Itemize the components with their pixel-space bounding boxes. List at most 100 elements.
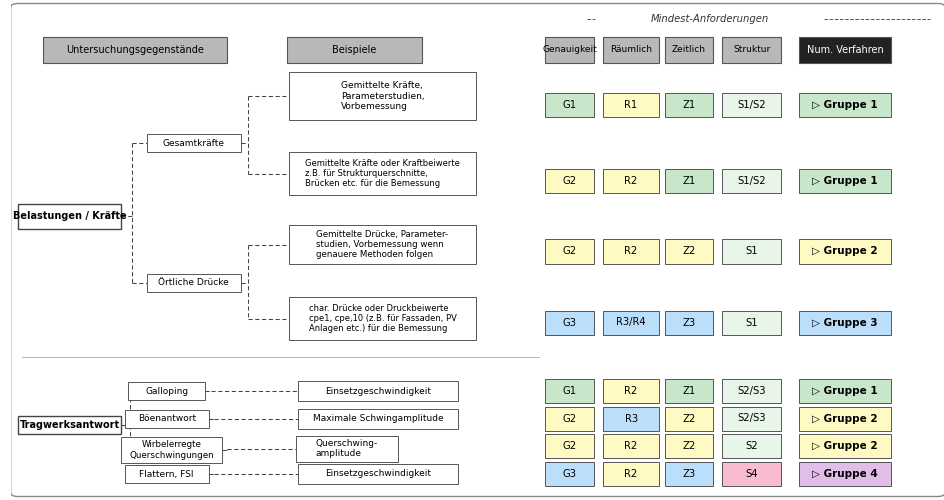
Bar [602, 406, 658, 430]
Text: Z1: Z1 [682, 176, 695, 186]
Text: Böenantwort: Böenantwort [138, 414, 195, 423]
Bar [602, 169, 658, 193]
Text: S1/S2: S1/S2 [736, 176, 765, 186]
Text: G3: G3 [562, 318, 576, 328]
Bar [664, 379, 713, 403]
Bar [799, 93, 890, 117]
Bar [289, 225, 476, 264]
Text: Struktur: Struktur [733, 46, 769, 54]
Text: S1: S1 [745, 246, 757, 256]
Bar [664, 406, 713, 430]
Text: R2: R2 [624, 469, 637, 479]
Text: G2: G2 [562, 246, 576, 256]
Text: R2: R2 [624, 176, 637, 186]
Bar [664, 169, 713, 193]
Bar [602, 379, 658, 403]
Text: Zeitlich: Zeitlich [671, 46, 705, 54]
Bar [721, 379, 781, 403]
Bar [664, 462, 713, 486]
Text: Einsetzgeschwindigkeit: Einsetzgeschwindigkeit [325, 470, 430, 478]
Bar [545, 93, 593, 117]
Bar [297, 464, 458, 484]
Bar [664, 434, 713, 458]
Bar [799, 310, 890, 334]
Bar [545, 310, 593, 334]
Bar [545, 169, 593, 193]
Bar [128, 382, 205, 400]
Text: R2: R2 [624, 441, 637, 451]
Bar [289, 297, 476, 340]
Text: Querschwing-
amplitude: Querschwing- amplitude [315, 439, 378, 458]
Bar [286, 37, 422, 63]
Bar [545, 379, 593, 403]
Text: Beispiele: Beispiele [332, 45, 377, 55]
Text: S1/S2: S1/S2 [736, 100, 765, 110]
Text: Z2: Z2 [682, 441, 695, 451]
Bar [18, 204, 121, 229]
Text: Räumlich: Räumlich [610, 46, 651, 54]
Text: Maximale Schwingamplitude: Maximale Schwingamplitude [312, 414, 443, 423]
Bar [602, 434, 658, 458]
Text: G2: G2 [562, 441, 576, 451]
Bar [602, 310, 658, 334]
Bar [147, 274, 241, 291]
FancyBboxPatch shape [10, 4, 944, 496]
Bar [721, 434, 781, 458]
Bar [125, 410, 209, 428]
Bar [602, 37, 658, 63]
Text: char. Drücke oder Druckbeiwerte
cpe1, cpe,10 (z.B. für Fassaden, PV
Anlagen etc.: char. Drücke oder Druckbeiwerte cpe1, cp… [309, 304, 456, 334]
Bar [721, 240, 781, 264]
Text: G2: G2 [562, 414, 576, 424]
Bar [147, 134, 241, 152]
Bar [721, 169, 781, 193]
Text: Belastungen / Kräfte: Belastungen / Kräfte [12, 211, 126, 221]
Bar [721, 93, 781, 117]
Text: Z2: Z2 [682, 414, 695, 424]
Text: R2: R2 [624, 386, 637, 396]
Bar [297, 381, 458, 401]
Bar [799, 169, 890, 193]
Text: ▷ Gruppe 4: ▷ Gruppe 4 [811, 469, 877, 479]
Bar [602, 240, 658, 264]
Text: ▷ Gruppe 1: ▷ Gruppe 1 [811, 176, 877, 186]
Text: Galloping: Galloping [145, 386, 188, 396]
Text: R2: R2 [624, 246, 637, 256]
Text: ▷ Gruppe 1: ▷ Gruppe 1 [811, 100, 877, 110]
Text: R3/R4: R3/R4 [615, 318, 645, 328]
Text: Untersuchungsgegenstände: Untersuchungsgegenstände [66, 45, 204, 55]
Bar [545, 37, 593, 63]
Bar [18, 416, 121, 434]
Text: Gesamtkräfte: Gesamtkräfte [162, 138, 225, 147]
Text: G2: G2 [562, 176, 576, 186]
Text: Gemittelte Kräfte,
Parameterstudien,
Vorbemessung: Gemittelte Kräfte, Parameterstudien, Vor… [341, 81, 424, 111]
Text: G3: G3 [562, 469, 576, 479]
Text: G1: G1 [562, 100, 576, 110]
Text: ▷ Gruppe 1: ▷ Gruppe 1 [811, 386, 877, 396]
Bar [545, 434, 593, 458]
Text: Örtliche Drücke: Örtliche Drücke [159, 278, 229, 287]
Bar [799, 434, 890, 458]
Text: Z3: Z3 [682, 469, 695, 479]
Text: Z1: Z1 [682, 100, 695, 110]
Bar [664, 37, 713, 63]
Bar [799, 379, 890, 403]
Text: Wirbelerregte
Querschwingungen: Wirbelerregte Querschwingungen [129, 440, 213, 460]
Text: Flattern, FSI: Flattern, FSI [140, 470, 194, 478]
Bar [289, 72, 476, 120]
Text: S1: S1 [745, 318, 757, 328]
Text: Gemittelte Drücke, Parameter-
studien, Vorbemessung wenn
genauere Methoden folge: Gemittelte Drücke, Parameter- studien, V… [316, 230, 448, 260]
Text: S2/S3: S2/S3 [736, 414, 765, 424]
Text: Genauigkeit: Genauigkeit [542, 46, 597, 54]
Text: Tragwerksantwort: Tragwerksantwort [20, 420, 120, 430]
Bar [295, 436, 398, 462]
Bar [121, 437, 222, 463]
Bar [721, 462, 781, 486]
Bar [602, 93, 658, 117]
Text: Z2: Z2 [682, 246, 695, 256]
Bar [545, 240, 593, 264]
Text: S2: S2 [745, 441, 757, 451]
Text: G1: G1 [562, 386, 576, 396]
Bar [664, 240, 713, 264]
Text: Z1: Z1 [682, 386, 695, 396]
Text: Einsetzgeschwindigkeit: Einsetzgeschwindigkeit [325, 386, 430, 396]
